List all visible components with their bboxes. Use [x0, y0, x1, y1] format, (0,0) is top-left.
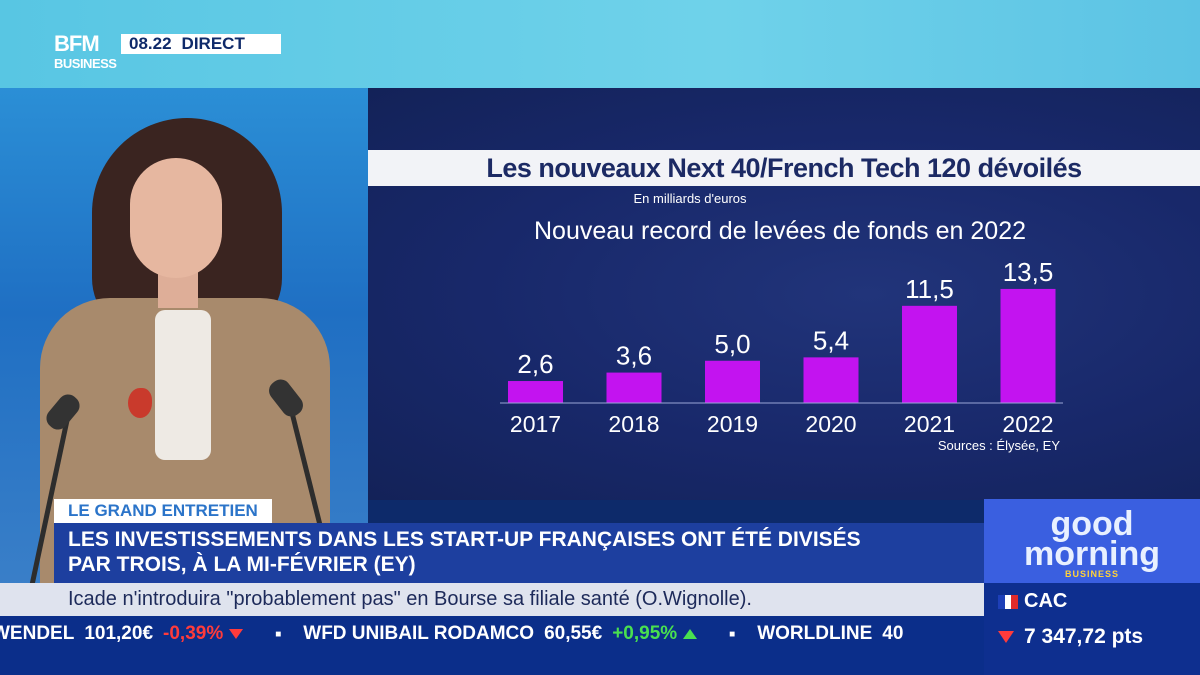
value-label-2017: 2,6 [517, 349, 553, 379]
ticker-separator-icon: ■ [729, 628, 736, 640]
unit-label: En milliards d'euros [633, 191, 747, 206]
live-clock: 08.22 DIRECT [121, 34, 281, 54]
headline-line1: LES INVESTISSEMENTS DANS LES START-UP FR… [68, 528, 861, 551]
news-crawl: Icade n'introduira "probablement pas" en… [0, 583, 984, 616]
channel-logo: BFM BUSINESS [54, 33, 118, 75]
down-arrow-icon [229, 629, 244, 639]
index-name: CAC [1024, 590, 1068, 612]
ticker-name: WFD UNIBAIL RODAMCO [303, 623, 535, 644]
ticker-name: WENDEL [0, 623, 75, 644]
value-label-2022: 13,5 [1003, 257, 1054, 287]
ticker-value: 40 [882, 623, 904, 644]
presenter-shirt [155, 310, 211, 460]
ticker-change: +0,95% [612, 623, 678, 644]
headline-line2: PAR TROIS, À LA MI-FÉVRIER (EY) [68, 553, 416, 576]
source-note: Sources : Élysée, EY [938, 438, 1060, 453]
show-line1: good [1050, 505, 1134, 543]
ticker-value: 60,55€ [544, 623, 603, 644]
ticker-row: WENDEL 101,20€ -0,39% ■ WFD UNIBAIL RODAMCO 6… [0, 623, 913, 645]
bar-2019 [705, 360, 760, 403]
chart-title-bar: Les nouveaux Next 40/French Tech 120 dév… [368, 150, 1200, 186]
category-label-2019: 2019 [707, 411, 758, 437]
ticker-separator-icon: ■ [275, 628, 282, 640]
logo-line2: BUSINESS [54, 56, 117, 71]
down-arrow-icon [998, 631, 1014, 643]
category-label-2018: 2018 [608, 411, 659, 437]
ticker-value: 101,20€ [84, 623, 154, 644]
stock-ticker: WENDEL 101,20€ -0,39% ■ WFD UNIBAIL RODAMCO 6… [0, 616, 984, 675]
category-label-2017: 2017 [510, 411, 561, 437]
segment-tag: LE GRAND ENTRETIEN [54, 499, 272, 523]
headline-box: LES INVESTISSEMENTS DANS LES START-UP FR… [54, 523, 984, 583]
chart-subtitle: Nouveau record de levées de fonds en 202… [534, 217, 1026, 245]
bar-2021 [902, 305, 957, 403]
ticker-change: -0,39% [163, 623, 224, 644]
live-label: DIRECT [181, 34, 245, 53]
top-band: BFM BUSINESS 08.22 DIRECT [0, 0, 1200, 88]
chart-panel: Les nouveaux Next 40/French Tech 120 dév… [368, 88, 1200, 500]
presenter-face [130, 158, 222, 278]
category-label-2022: 2022 [1002, 411, 1053, 437]
category-label-2020: 2020 [805, 411, 856, 437]
show-logo: good morning BUSINESS [984, 499, 1200, 583]
bar-2018 [606, 372, 662, 403]
french-flag-icon [998, 595, 1019, 609]
chart-title: Les nouveaux Next 40/French Tech 120 dév… [486, 152, 1082, 183]
bar-chart: En milliards d'euros Nouveau record de l… [500, 191, 1063, 453]
show-line2: morning [1024, 535, 1160, 573]
value-label-2020: 5,4 [813, 325, 849, 355]
bar-2022 [1000, 288, 1056, 403]
up-arrow-icon [683, 629, 698, 639]
value-label-2021: 11,5 [905, 274, 954, 304]
value-label-2018: 3,6 [616, 341, 652, 371]
bar-2017 [508, 381, 563, 403]
index-value: 7 347,72 pts [1024, 625, 1144, 648]
ticker-name: WORLDLINE [757, 623, 873, 644]
show-line3: BUSINESS [1064, 569, 1119, 579]
rooster-pin-icon [128, 388, 152, 418]
clock-time: 08.22 [129, 34, 172, 53]
logo-line1: BFM [54, 31, 100, 56]
category-label-2021: 2021 [904, 411, 955, 437]
value-label-2019: 5,0 [714, 329, 750, 359]
index-box: CAC 7 347,72 pts [984, 583, 1200, 675]
bar-2020 [803, 357, 859, 403]
